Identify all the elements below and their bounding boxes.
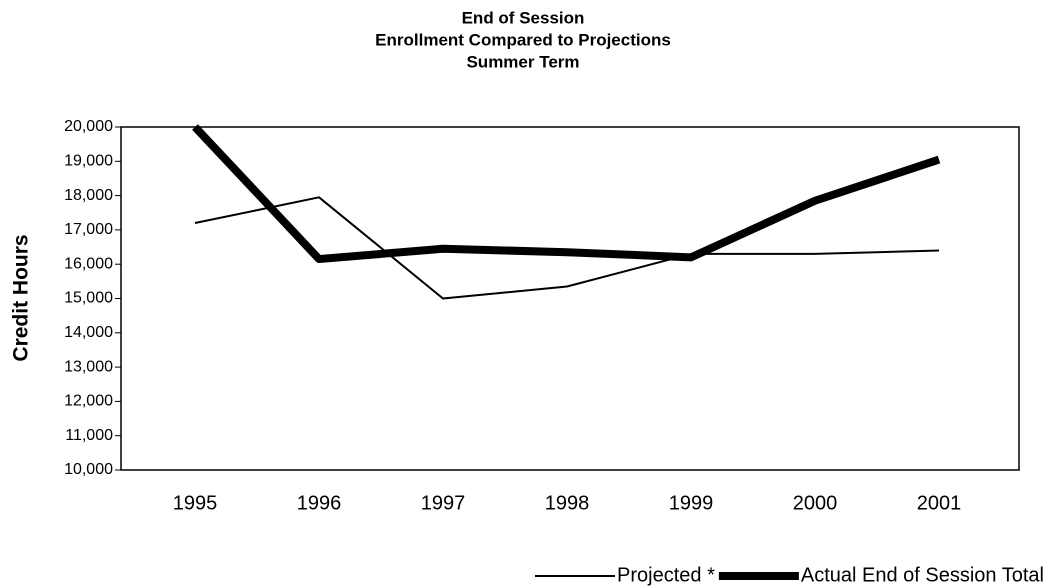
series-line [194, 196, 940, 300]
y-tick-label: 11,000 [65, 427, 113, 444]
y-tick-label: 15,000 [64, 290, 113, 307]
x-tick-label: 1998 [545, 492, 590, 514]
y-axis-label: Credit Hours [10, 234, 33, 361]
y-tick-label: 14,000 [64, 324, 113, 341]
legend-label: Actual End of Session Total [801, 564, 1044, 586]
y-tick-label: 10,000 [64, 461, 113, 478]
x-tick-label: 2000 [793, 492, 838, 514]
series-line [192, 124, 941, 264]
y-tick-label: 20,000 [64, 118, 113, 135]
y-tick-label: 18,000 [64, 187, 113, 204]
y-tick-label: 17,000 [64, 221, 113, 238]
y-tick-label: 19,000 [64, 153, 113, 170]
y-tick-label: 16,000 [64, 255, 113, 272]
x-tick-label: 1995 [173, 492, 218, 514]
chart-title: Enrollment Compared to Projections [375, 30, 671, 49]
x-tick-label: 1997 [421, 492, 466, 514]
legend-label: Projected * [617, 564, 715, 586]
x-tick-label: 2001 [917, 492, 962, 514]
y-tick-label: 12,000 [64, 393, 113, 410]
x-tick-label: 1996 [297, 492, 342, 514]
x-tick-label: 1999 [669, 492, 714, 514]
chart-title: Summer Term [466, 52, 579, 71]
chart-title: End of Session [462, 8, 585, 27]
y-tick-label: 13,000 [64, 358, 113, 375]
